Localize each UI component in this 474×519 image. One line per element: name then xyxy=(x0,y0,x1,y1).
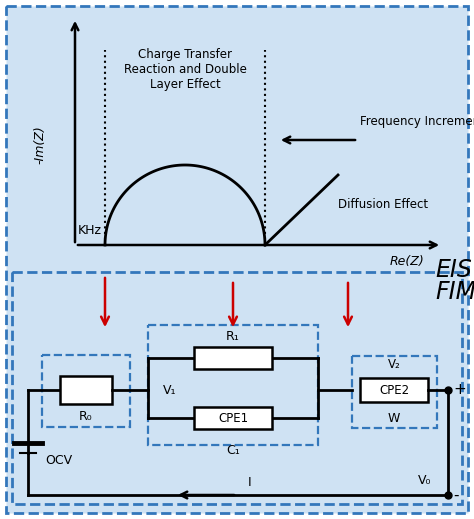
Bar xyxy=(194,347,272,369)
Text: R₀: R₀ xyxy=(79,411,93,424)
Text: Frequency Increment: Frequency Increment xyxy=(360,116,474,129)
Text: CPE1: CPE1 xyxy=(218,412,248,425)
Text: EIS: EIS xyxy=(435,258,472,282)
Text: Charge Transfer
Reaction and Double
Layer Effect: Charge Transfer Reaction and Double Laye… xyxy=(124,48,246,91)
Text: +: + xyxy=(453,383,466,398)
Text: C₁: C₁ xyxy=(226,444,240,457)
Text: -: - xyxy=(453,487,458,502)
Bar xyxy=(194,407,272,429)
Text: -Im(Z): -Im(Z) xyxy=(34,126,46,165)
Text: V₀: V₀ xyxy=(418,473,431,486)
Text: KHz: KHz xyxy=(78,224,102,237)
FancyBboxPatch shape xyxy=(12,272,462,504)
Text: W: W xyxy=(388,412,400,425)
Text: Re(Z): Re(Z) xyxy=(390,255,425,268)
Text: OCV: OCV xyxy=(45,454,72,467)
Text: V₂: V₂ xyxy=(388,358,401,371)
Text: R₁: R₁ xyxy=(226,331,240,344)
Text: CPE2: CPE2 xyxy=(379,384,409,397)
Text: FIM: FIM xyxy=(435,280,474,304)
Text: I: I xyxy=(248,476,252,489)
Text: Diffusion Effect: Diffusion Effect xyxy=(338,198,428,212)
Bar xyxy=(360,378,428,402)
FancyBboxPatch shape xyxy=(6,6,468,513)
Text: V₁: V₁ xyxy=(163,384,177,397)
Bar xyxy=(60,376,112,404)
